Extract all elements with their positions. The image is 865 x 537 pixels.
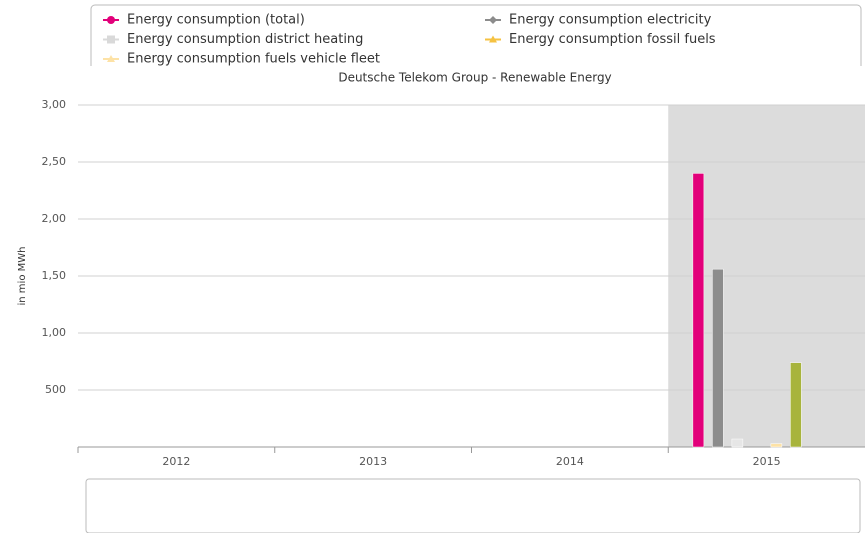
x-tick-label: 2015 bbox=[753, 455, 781, 468]
y-axis-label: in mio MWh bbox=[17, 247, 28, 306]
y-tick-label: 2,50 bbox=[42, 155, 67, 168]
x-tick-label: 2014 bbox=[556, 455, 584, 468]
legend-marker bbox=[107, 16, 115, 24]
legend-marker bbox=[107, 35, 115, 44]
bar bbox=[790, 362, 802, 448]
bar bbox=[712, 268, 724, 448]
legend-label: Energy consumption fossil fuels bbox=[509, 32, 716, 47]
legend-label: Energy consumption (total) bbox=[127, 13, 305, 28]
legend-marker bbox=[107, 55, 115, 62]
legend-marker bbox=[489, 16, 497, 24]
legend-marker bbox=[489, 35, 497, 43]
x-tick-label: 2013 bbox=[359, 455, 387, 468]
legend-label: Energy consumption fuels vehicle fleet bbox=[127, 52, 380, 67]
legend-label: Energy consumption electricity bbox=[509, 13, 712, 28]
y-tick-label: 1,50 bbox=[42, 269, 67, 282]
chart-title: Deutsche Telekom Group - Renewable Energ… bbox=[338, 71, 611, 85]
legend-clip bbox=[0, 66, 865, 78]
y-tick-label: 3,00 bbox=[42, 98, 67, 111]
y-tick-label: 500 bbox=[45, 383, 66, 396]
bar bbox=[692, 173, 705, 448]
y-tick-label: 2,00 bbox=[42, 212, 67, 225]
x-tick-label: 2012 bbox=[162, 455, 190, 468]
bottom-legend-box bbox=[85, 478, 861, 534]
y-tick-label: 1,00 bbox=[42, 326, 67, 339]
legend-label: Energy consumption district heating bbox=[127, 32, 363, 47]
bar bbox=[731, 438, 744, 448]
bar bbox=[770, 443, 783, 448]
